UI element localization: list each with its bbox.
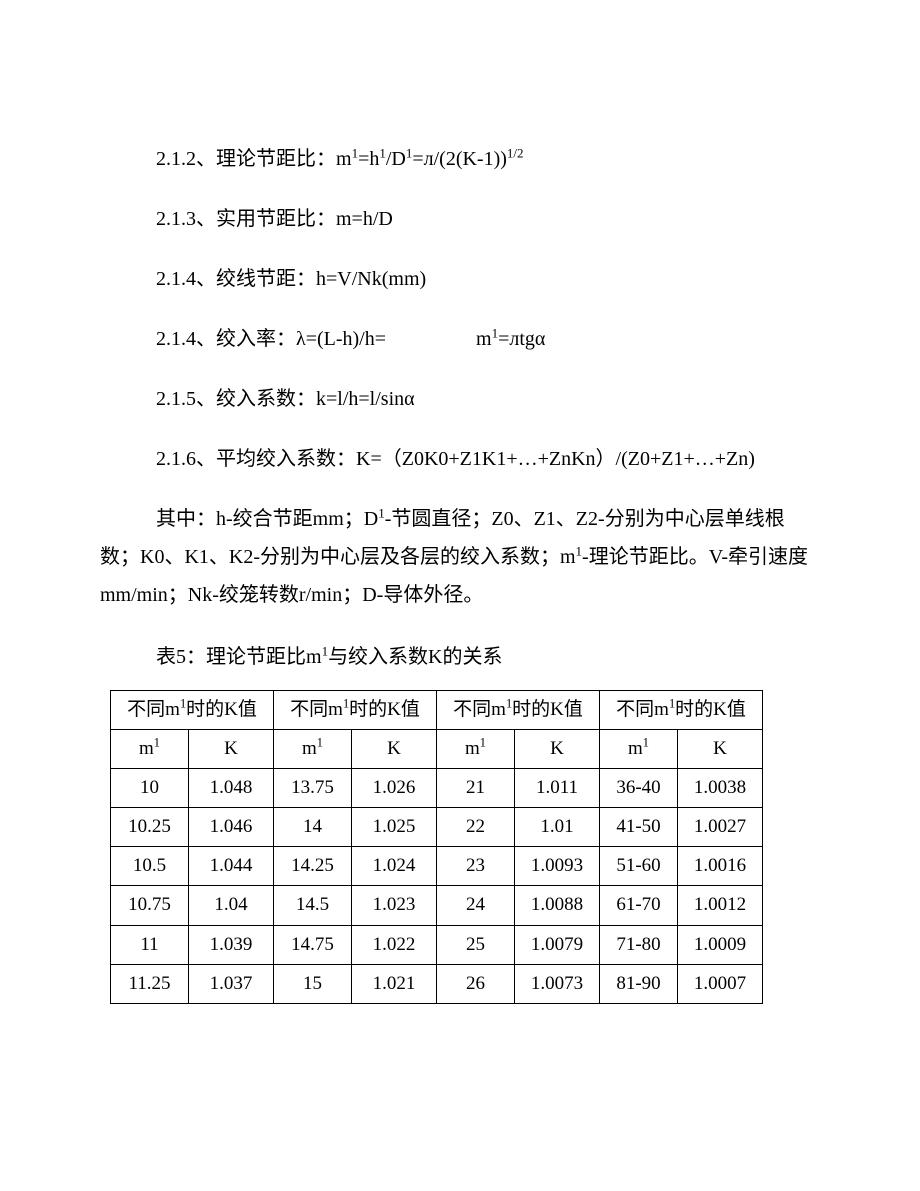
- text: =лtgα: [498, 328, 545, 350]
- table-cell: 14.75: [274, 925, 352, 964]
- table-cell: 1.037: [189, 964, 274, 1003]
- table-cell: 10: [111, 769, 189, 808]
- table-group-header: 不同m1时的K值: [274, 691, 437, 730]
- table-cell: 1.0088: [515, 886, 600, 925]
- table-row: 111.03914.751.022251.007971-801.0009: [111, 925, 763, 964]
- table-title: 表5：理论节距比m1与绞入系数K的关系: [100, 638, 820, 676]
- table-cell: 24: [437, 886, 515, 925]
- table-head: 不同m1时的K值不同m1时的K值不同m1时的K值不同m1时的K值 m1Km1Km…: [111, 691, 763, 769]
- table-cell: 1.048: [189, 769, 274, 808]
- text: =л/(2(K-1)): [412, 148, 507, 170]
- table-cell: 1.0027: [678, 808, 763, 847]
- table-row: 10.751.0414.51.023241.008861-701.0012: [111, 886, 763, 925]
- formula-2-1-6: 2.1.6、平均绞入系数：K=（Z0K0+Z1K1+…+ZnKn）/(Z0+Z1…: [100, 440, 820, 478]
- table-cell: 1.011: [515, 769, 600, 808]
- table-cell: 71-80: [600, 925, 678, 964]
- table-sub-header-m: m1: [111, 730, 189, 769]
- table-group-header: 不同m1时的K值: [600, 691, 763, 730]
- table-body: 101.04813.751.026211.01136-401.003810.25…: [111, 769, 763, 1004]
- table-cell: 11.25: [111, 964, 189, 1003]
- text: 2.1.2、理论节距比：m: [156, 148, 352, 170]
- text: /D: [386, 148, 406, 170]
- table-group-header: 不同m1时的K值: [437, 691, 600, 730]
- table-row: 11.251.037151.021261.007381-901.0007: [111, 964, 763, 1003]
- table-sub-header-m: m1: [437, 730, 515, 769]
- text: =h: [358, 148, 379, 170]
- table-cell: 1.021: [352, 964, 437, 1003]
- text: 2.1.3、实用节距比：m=h/D: [156, 208, 393, 230]
- table-cell: 25: [437, 925, 515, 964]
- table-cell: 1.044: [189, 847, 274, 886]
- table-group-header: 不同m1时的K值: [111, 691, 274, 730]
- table-cell: 1.026: [352, 769, 437, 808]
- table-cell: 11: [111, 925, 189, 964]
- table-header-row-2: m1Km1Km1Km1K: [111, 730, 763, 769]
- table-row: 10.51.04414.251.024231.009351-601.0016: [111, 847, 763, 886]
- table-sub-header-k: K: [189, 730, 274, 769]
- table-cell: 1.0079: [515, 925, 600, 964]
- table-cell: 81-90: [600, 964, 678, 1003]
- formula-2-1-4b: 2.1.4、绞入率：λ=(L-h)/h=m1=лtgα: [100, 320, 820, 358]
- table-sub-header-k: K: [515, 730, 600, 769]
- table-cell: 23: [437, 847, 515, 886]
- superscript: 1/2: [507, 145, 524, 160]
- text: 与绞入系数K的关系: [328, 646, 502, 668]
- table-cell: 26: [437, 964, 515, 1003]
- text: 2.1.6、平均绞入系数：K=（Z0K0+Z1K1+…+ZnKn）/(Z0+Z1…: [156, 448, 755, 470]
- table-sub-header-m: m1: [600, 730, 678, 769]
- table-cell: 61-70: [600, 886, 678, 925]
- table-sub-header-m: m1: [274, 730, 352, 769]
- formula-2-1-5: 2.1.5、绞入系数：k=l/h=l/sinα: [100, 380, 820, 418]
- table-cell: 1.04: [189, 886, 274, 925]
- formula-2-1-4a: 2.1.4、绞线节距：h=V/Nk(mm): [100, 260, 820, 298]
- table-cell: 1.0093: [515, 847, 600, 886]
- table-cell: 1.022: [352, 925, 437, 964]
- formula-2-1-3: 2.1.3、实用节距比：m=h/D: [100, 200, 820, 238]
- page: 2.1.2、理论节距比：m1=h1/D1=л/(2(K-1))1/2 2.1.3…: [0, 0, 920, 1191]
- table-cell: 14: [274, 808, 352, 847]
- text: 表5：理论节距比m: [156, 646, 322, 668]
- text: 2.1.5、绞入系数：k=l/h=l/sinα: [156, 388, 415, 410]
- table-sub-header-k: K: [678, 730, 763, 769]
- table-cell: 13.75: [274, 769, 352, 808]
- table-cell: 41-50: [600, 808, 678, 847]
- table-cell: 1.023: [352, 886, 437, 925]
- table-cell: 1.025: [352, 808, 437, 847]
- table-cell: 1.0016: [678, 847, 763, 886]
- table-cell: 1.039: [189, 925, 274, 964]
- table-cell: 10.75: [111, 886, 189, 925]
- table-cell: 36-40: [600, 769, 678, 808]
- table-header-row-1: 不同m1时的K值不同m1时的K值不同m1时的K值不同m1时的K值: [111, 691, 763, 730]
- table-cell: 51-60: [600, 847, 678, 886]
- table-row: 101.04813.751.026211.01136-401.0038: [111, 769, 763, 808]
- text: 2.1.4、绞线节距：h=V/Nk(mm): [156, 268, 426, 290]
- table-cell: 1.046: [189, 808, 274, 847]
- data-table: 不同m1时的K值不同m1时的K值不同m1时的K值不同m1时的K值 m1Km1Km…: [110, 690, 763, 1004]
- table-cell: 14.5: [274, 886, 352, 925]
- table-cell: 15: [274, 964, 352, 1003]
- text: 其中：h-绞合节距mm；D: [156, 508, 378, 530]
- table-cell: 21: [437, 769, 515, 808]
- text: 2.1.4、绞入率：λ=(L-h)/h=: [156, 328, 386, 350]
- table-cell: 1.0073: [515, 964, 600, 1003]
- formula-2-1-2: 2.1.2、理论节距比：m1=h1/D1=л/(2(K-1))1/2: [100, 140, 820, 178]
- notes: 其中：h-绞合节距mm；D1-节圆直径；Z0、Z1、Z2-分别为中心层单线根数；…: [100, 500, 820, 614]
- table-cell: 1.0012: [678, 886, 763, 925]
- table-sub-header-k: K: [352, 730, 437, 769]
- table-cell: 1.01: [515, 808, 600, 847]
- table-cell: 1.0009: [678, 925, 763, 964]
- table-row: 10.251.046141.025221.0141-501.0027: [111, 808, 763, 847]
- table-cell: 1.024: [352, 847, 437, 886]
- table-cell: 14.25: [274, 847, 352, 886]
- table-cell: 1.0007: [678, 964, 763, 1003]
- table-cell: 22: [437, 808, 515, 847]
- table-cell: 10.5: [111, 847, 189, 886]
- table-cell: 10.25: [111, 808, 189, 847]
- text: m: [476, 328, 492, 350]
- table-cell: 1.0038: [678, 769, 763, 808]
